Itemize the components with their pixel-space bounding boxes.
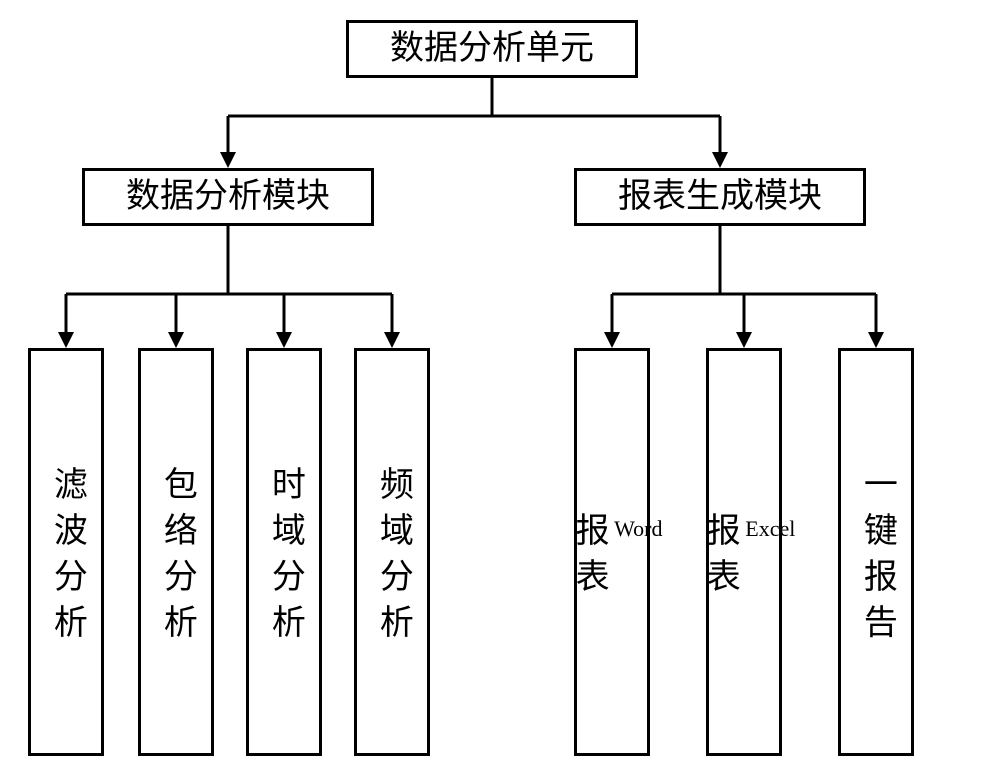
leaf-excel-cjk: 报表 bbox=[701, 512, 738, 604]
leaf-word-node: Word报表 bbox=[574, 348, 650, 756]
report-module-label: 报表生成模块 bbox=[618, 177, 822, 218]
report-module-node: 报表生成模块 bbox=[574, 168, 866, 226]
leaf-time-node: 时域分析 bbox=[246, 348, 322, 756]
leaf-freq-label: 频域分析 bbox=[366, 466, 419, 650]
leaf-word-cjk: 报表 bbox=[570, 512, 607, 604]
leaf-excel-label: Excel报表 bbox=[693, 512, 796, 604]
root-node: 数据分析单元 bbox=[346, 20, 638, 78]
leaf-envelope-label: 包络分析 bbox=[150, 466, 203, 650]
root-label: 数据分析单元 bbox=[390, 29, 594, 70]
leaf-freq-node: 频域分析 bbox=[354, 348, 430, 756]
leaf-filter-label: 滤波分析 bbox=[40, 466, 93, 650]
leaf-envelope-node: 包络分析 bbox=[138, 348, 214, 756]
leaf-excel-node: Excel报表 bbox=[706, 348, 782, 756]
leaf-word-latin: Word bbox=[614, 512, 662, 546]
leaf-onekey-node: 一键报告 bbox=[838, 348, 914, 756]
analysis-module-label: 数据分析模块 bbox=[126, 177, 330, 218]
leaf-onekey-label: 一键报告 bbox=[850, 466, 903, 650]
analysis-module-node: 数据分析模块 bbox=[82, 168, 374, 226]
leaf-excel-latin: Excel bbox=[745, 512, 795, 546]
leaf-word-label: Word报表 bbox=[561, 512, 662, 604]
leaf-time-label: 时域分析 bbox=[258, 466, 311, 650]
leaf-filter-node: 滤波分析 bbox=[28, 348, 104, 756]
